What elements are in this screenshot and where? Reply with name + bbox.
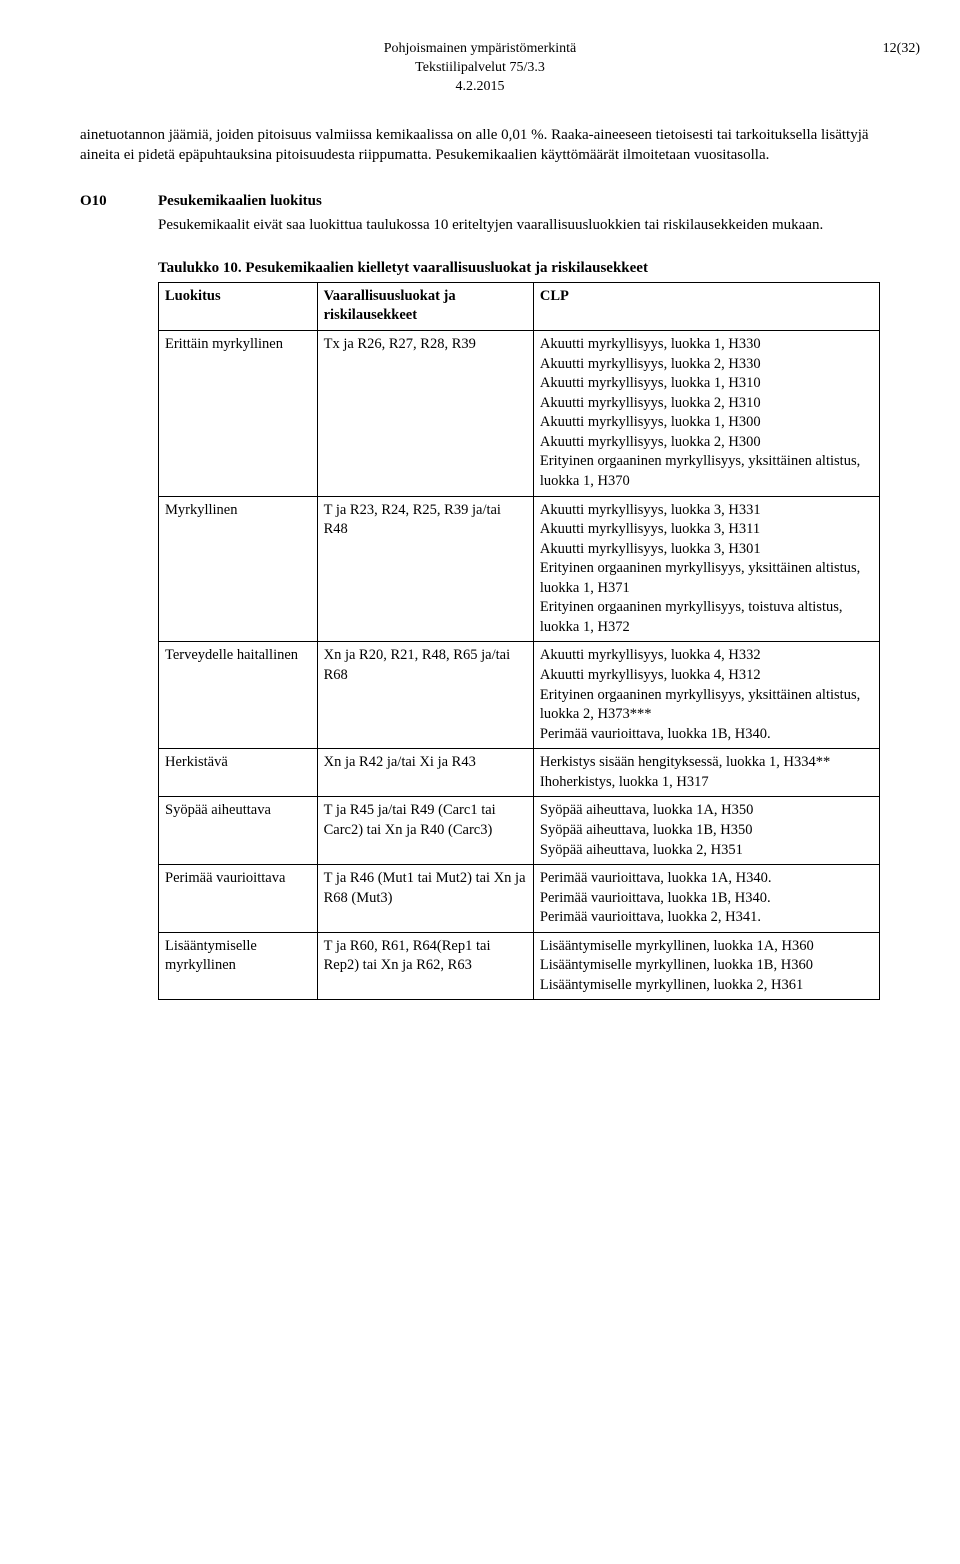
clp-entry: Perimää vaurioittava, luokka 1B, H340. — [540, 725, 873, 745]
clp-entry: Akuutti myrkyllisyys, luokka 3, H311 — [540, 520, 873, 540]
clp-entry: Erityinen orgaaninen myrkyllisyys, yksit… — [540, 686, 873, 725]
cell-riskilausekkeet: T ja R23, R24, R25, R39 ja/tai R48 — [317, 496, 533, 642]
clp-entry: Erityinen orgaaninen myrkyllisyys, yksit… — [540, 452, 873, 491]
cell-clp: Lisääntymiselle myrkyllinen, luokka 1A, … — [533, 932, 879, 1000]
cell-riskilausekkeet: Tx ja R26, R27, R28, R39 — [317, 331, 533, 497]
cell-luokitus: Terveydelle haitallinen — [159, 642, 318, 749]
clp-entry: Lisääntymiselle myrkyllinen, luokka 1B, … — [540, 956, 873, 976]
clp-entry: Akuutti myrkyllisyys, luokka 1, H300 — [540, 413, 873, 433]
table-row: Erittäin myrkyllinenTx ja R26, R27, R28,… — [159, 331, 880, 497]
table-row: HerkistäväXn ja R42 ja/tai Xi ja R43 Herk… — [159, 749, 880, 797]
clp-entry: Syöpää aiheuttava, luokka 1B, H350 — [540, 821, 873, 841]
cell-clp: Perimää vaurioittava, luokka 1A, H340.Pe… — [533, 865, 879, 933]
clp-entry: Akuutti myrkyllisyys, luokka 4, H312 — [540, 666, 873, 686]
clp-entry: Syöpää aiheuttava, luokka 1A, H350 — [540, 801, 873, 821]
clp-entry: Perimää vaurioittava, luokka 2, H341. — [540, 908, 873, 928]
table-row: Perimää vaurioittavaT ja R46 (Mut1 tai M… — [159, 865, 880, 933]
table-header-row: Luokitus Vaarallisuusluokat ja riskilaus… — [159, 282, 880, 330]
header-line-2: Tekstiilipalvelut 75/3.3 — [80, 59, 880, 78]
cell-riskilausekkeet: T ja R45 ja/tai R49 (Carc1 tai Carc2) ta… — [317, 797, 533, 865]
clp-entry: Akuutti myrkyllisyys, luokka 2, H310 — [540, 394, 873, 414]
clp-entry: Erityinen orgaaninen myrkyllisyys, toist… — [540, 598, 873, 637]
cell-luokitus: Herkistävä — [159, 749, 318, 797]
clp-entry: Syöpää aiheuttava, luokka 2, H351 — [540, 841, 873, 861]
cell-clp: Syöpää aiheuttava, luokka 1A, H350Syöpää… — [533, 797, 879, 865]
cell-luokitus: Lisääntymiselle myrkyllinen — [159, 932, 318, 1000]
section-text: Pesukemikaalit eivät saa luokittua taulu… — [158, 215, 880, 235]
clp-entry: Akuutti myrkyllisyys, luokka 2, H330 — [540, 355, 873, 375]
table-row: Syöpää aiheuttavaT ja R45 ja/tai R49 (Ca… — [159, 797, 880, 865]
cell-clp: Akuutti myrkyllisyys, luokka 3, H331Akuu… — [533, 496, 879, 642]
table-title: Taulukko 10. Pesukemikaalien kielletyt v… — [158, 258, 880, 278]
cell-luokitus: Syöpää aiheuttava — [159, 797, 318, 865]
clp-entry: Akuutti myrkyllisyys, luokka 3, H331 — [540, 501, 873, 521]
clp-entry: Perimää vaurioittava, luokka 1B, H340. — [540, 889, 873, 909]
cell-riskilausekkeet: T ja R60, R61, R64(Rep1 tai Rep2) tai Xn… — [317, 932, 533, 1000]
col-header-clp: CLP — [533, 282, 879, 330]
table-row: Lisääntymiselle myrkyllinenT ja R60, R61… — [159, 932, 880, 1000]
cell-luokitus: Erittäin myrkyllinen — [159, 331, 318, 497]
clp-entry: Perimää vaurioittava, luokka 1A, H340. — [540, 869, 873, 889]
clp-entry: Herkistys sisään hengityksessä, luokka 1… — [540, 753, 873, 773]
page-number: 12(32) — [883, 40, 920, 59]
section-body: Pesukemikaalien luokitus Pesukemikaalit … — [158, 191, 880, 236]
cell-luokitus: Myrkyllinen — [159, 496, 318, 642]
cell-riskilausekkeet: T ja R46 (Mut1 tai Mut2) tai Xn ja R68 (… — [317, 865, 533, 933]
section-code: O10 — [80, 191, 128, 236]
clp-entry: Erityinen orgaaninen myrkyllisyys, yksit… — [540, 559, 873, 598]
document-header: Pohjoismainen ympäristömerkintä Tekstiil… — [80, 40, 880, 97]
intro-paragraph: ainetuotannon jäämiä, joiden pitoisuus v… — [80, 125, 880, 166]
cell-clp: Akuutti myrkyllisyys, luokka 4, H332Akuu… — [533, 642, 879, 749]
cell-clp: Herkistys sisään hengityksessä, luokka 1… — [533, 749, 879, 797]
cell-riskilausekkeet: Xn ja R20, R21, R48, R65 ja/tai R68 — [317, 642, 533, 749]
clp-entry: Akuutti myrkyllisyys, luokka 3, H301 — [540, 540, 873, 560]
table-row: MyrkyllinenT ja R23, R24, R25, R39 ja/ta… — [159, 496, 880, 642]
clp-entry: Ihoherkistys, luokka 1, H317 — [540, 773, 873, 793]
cell-luokitus: Perimää vaurioittava — [159, 865, 318, 933]
col-header-luokitus: Luokitus — [159, 282, 318, 330]
header-line-3: 4.2.2015 — [80, 78, 880, 97]
clp-entry: Akuutti myrkyllisyys, luokka 4, H332 — [540, 646, 873, 666]
clp-entry: Akuutti myrkyllisyys, luokka 1, H330 — [540, 335, 873, 355]
table-row: Terveydelle haitallinenXn ja R20, R21, R… — [159, 642, 880, 749]
hazard-table: Luokitus Vaarallisuusluokat ja riskilaus… — [158, 282, 880, 1001]
clp-entry: Akuutti myrkyllisyys, luokka 2, H300 — [540, 433, 873, 453]
clp-entry: Lisääntymiselle myrkyllinen, luokka 2, H… — [540, 976, 873, 996]
clp-entry: Akuutti myrkyllisyys, luokka 1, H310 — [540, 374, 873, 394]
cell-clp: Akuutti myrkyllisyys, luokka 1, H330Akuu… — [533, 331, 879, 497]
cell-riskilausekkeet: Xn ja R42 ja/tai Xi ja R43 — [317, 749, 533, 797]
section-o10: O10 Pesukemikaalien luokitus Pesukemikaa… — [80, 191, 880, 236]
header-line-1: Pohjoismainen ympäristömerkintä — [80, 40, 880, 59]
col-header-vaarallisuus: Vaarallisuusluokat ja riskilausekkeet — [317, 282, 533, 330]
clp-entry: Lisääntymiselle myrkyllinen, luokka 1A, … — [540, 937, 873, 957]
section-title: Pesukemikaalien luokitus — [158, 191, 880, 211]
